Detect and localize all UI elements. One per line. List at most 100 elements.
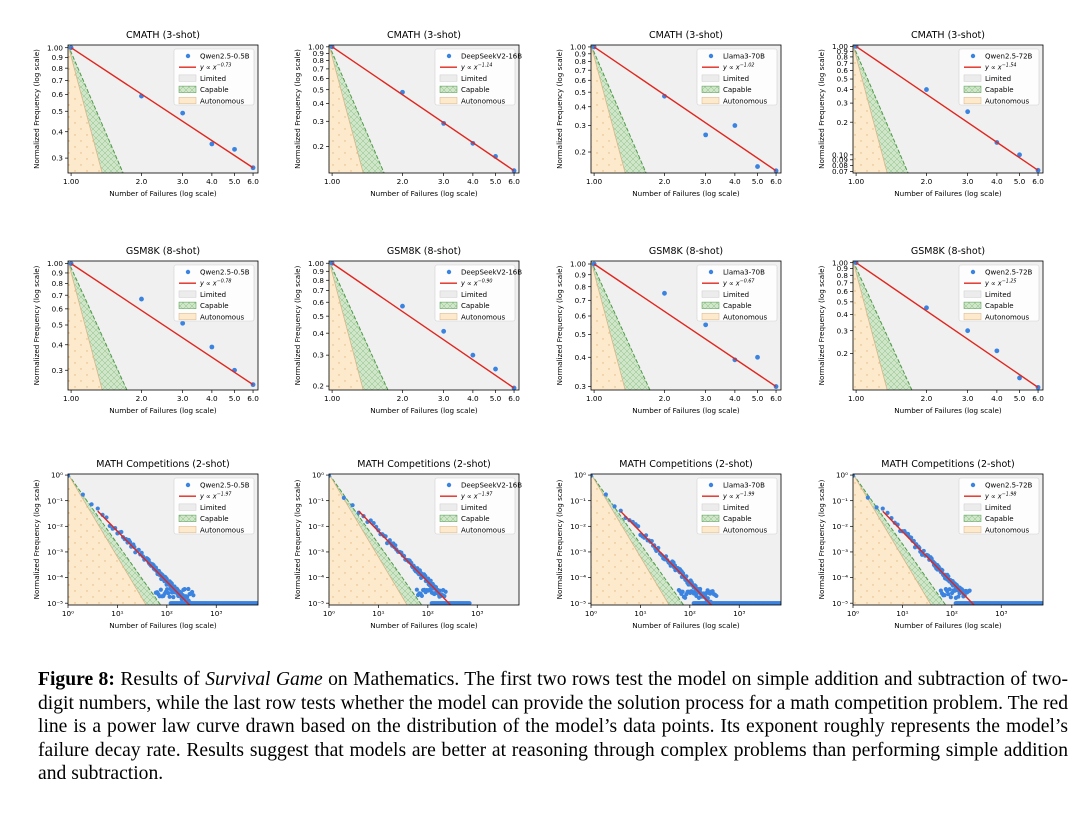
x-axis-label: Number of Failures (log scale) xyxy=(894,189,1002,198)
legend-points-marker xyxy=(708,269,714,275)
legend-fit-label: y ∝ x−0.78 xyxy=(199,279,231,288)
x-tick-label: 1.00 xyxy=(848,394,865,403)
power-law-fit-line xyxy=(331,262,515,389)
x-tick-label: 2.0 xyxy=(659,394,671,403)
x-tick-label: 4.0 xyxy=(729,394,741,403)
power-law-fit-line xyxy=(855,262,1039,388)
chart-title: CMATH (3-shot) xyxy=(387,30,461,41)
data-point xyxy=(139,296,144,302)
y-tick-label: 10⁻¹ xyxy=(308,496,324,505)
x-tick-label: 3.0 xyxy=(177,394,189,403)
x-tick-label: 10² xyxy=(946,609,958,618)
legend-points-marker xyxy=(185,482,191,488)
data-point xyxy=(400,303,405,309)
x-tick-label: 4.0 xyxy=(467,394,479,403)
legend-capable-label: Capable xyxy=(723,302,752,310)
y-tick-label: 10⁰ xyxy=(51,471,63,480)
legend-limited-swatch xyxy=(439,503,458,511)
data-point xyxy=(905,531,911,537)
legend: Qwen2.5-72B y ∝ x−1.25 Limited Capable Auton… xyxy=(958,264,1040,321)
data-point xyxy=(1017,375,1022,381)
legend-autonomous-swatch xyxy=(178,97,197,105)
y-tick-label: 0.9 xyxy=(575,270,587,279)
x-tick-label: 3.0 xyxy=(438,394,450,403)
legend: Llama3-70B y ∝ x−1.02 Limited Capable Autono… xyxy=(696,48,778,105)
x-tick-label: 3.0 xyxy=(700,394,712,403)
chart-panel: GSM8K (8-shot)1.00 2.0 3.0 4.0 5.0 6.01.000.9… xyxy=(817,246,1044,415)
data-point xyxy=(209,344,215,350)
x-tick-label: 3.0 xyxy=(700,177,712,186)
legend-capable-label: Capable xyxy=(461,302,490,310)
y-tick-label: 0.09 xyxy=(832,155,848,164)
y-axis-label: Normalized Frequency (log scale) xyxy=(293,265,302,385)
x-tick-label: 5.0 xyxy=(229,177,241,186)
y-tick-label: 10⁻¹ xyxy=(47,496,63,505)
x-tick-label: 6.0 xyxy=(508,394,520,403)
legend-capable-swatch xyxy=(439,301,458,309)
legend-autonomous-label: Autonomous xyxy=(723,97,768,105)
y-tick-label: 10⁻³ xyxy=(832,548,848,557)
data-point xyxy=(168,587,173,592)
power-law-fit-line xyxy=(70,47,254,169)
legend-limited-swatch xyxy=(701,503,720,511)
y-axis-label: Normalized Frequency (log scale) xyxy=(555,49,564,169)
legend-limited-label: Limited xyxy=(200,504,226,512)
legend-capable-swatch xyxy=(963,85,982,93)
axes-frame xyxy=(67,260,259,391)
y-tick-label: 0.2 xyxy=(313,382,324,391)
autonomous-boundary xyxy=(853,45,888,173)
data-point xyxy=(591,474,594,478)
data-point xyxy=(182,586,187,592)
y-tick-label: 0.4 xyxy=(313,329,325,338)
legend-limited-swatch xyxy=(178,503,197,511)
legend-fit-label: y ∝ x−1.98 xyxy=(984,492,1016,501)
data-point xyxy=(778,601,781,605)
y-tick-label: 10⁻³ xyxy=(308,548,324,557)
y-axis-label: Normalized Frequency (log scale) xyxy=(817,49,826,169)
data-point xyxy=(865,495,870,500)
y-tick-label: 0.6 xyxy=(313,74,325,83)
data-point xyxy=(680,589,685,594)
plot-area xyxy=(591,45,779,173)
data-point xyxy=(924,305,929,311)
chart-title: GSM8K (8-shot) xyxy=(649,246,723,257)
y-tick-label: 10⁰ xyxy=(836,471,848,480)
x-tick-label: 6.0 xyxy=(1032,177,1044,186)
capable-boundary xyxy=(591,45,647,173)
y-tick-label: 0.08 xyxy=(832,161,848,170)
x-tick-label: 4.0 xyxy=(729,177,741,186)
y-tick-label: 10⁰ xyxy=(312,471,324,480)
data-point xyxy=(350,503,355,508)
y-tick-label: 1.00 xyxy=(832,258,848,267)
axes-frame xyxy=(852,44,1044,174)
y-tick-label: 0.6 xyxy=(52,90,64,99)
data-point xyxy=(956,594,961,599)
y-tick-label: 0.2 xyxy=(575,148,586,157)
legend-autonomous-label: Autonomous xyxy=(461,313,506,321)
chart-panel: MATH Competitions (2-shot) 10⁰ 10¹ 10² 10³ 10… xyxy=(817,459,1044,630)
autonomous-boundary xyxy=(68,45,103,173)
y-tick-label: 0.4 xyxy=(313,99,325,108)
data-point xyxy=(89,502,94,507)
plot-area xyxy=(853,474,1043,605)
data-point xyxy=(180,110,186,116)
y-tick-label: 0.8 xyxy=(313,56,325,65)
y-tick-label: 0.7 xyxy=(575,296,586,305)
legend-limited-label: Limited xyxy=(200,291,226,299)
x-tick-label: 4.0 xyxy=(206,177,218,186)
x-axis-label: Number of Failures (log scale) xyxy=(109,406,217,415)
y-tick-label: 0.3 xyxy=(575,121,586,130)
y-tick-label: 0.8 xyxy=(313,276,325,285)
x-tick-label: 5.0 xyxy=(490,394,502,403)
x-tick-label: 10⁰ xyxy=(585,609,597,618)
data-point xyxy=(119,529,124,535)
legend: Qwen2.5-0.5B y ∝ x−0.78 Limited Capable Auto… xyxy=(173,264,255,321)
data-point xyxy=(703,132,709,138)
x-tick-label: 3.0 xyxy=(962,177,974,186)
data-point xyxy=(919,552,925,557)
data-point xyxy=(428,578,433,583)
y-tick-label: 0.7 xyxy=(313,286,324,295)
legend-limited-label: Limited xyxy=(985,504,1011,512)
y-tick-label: 0.8 xyxy=(575,57,587,66)
plot-area xyxy=(329,45,517,173)
